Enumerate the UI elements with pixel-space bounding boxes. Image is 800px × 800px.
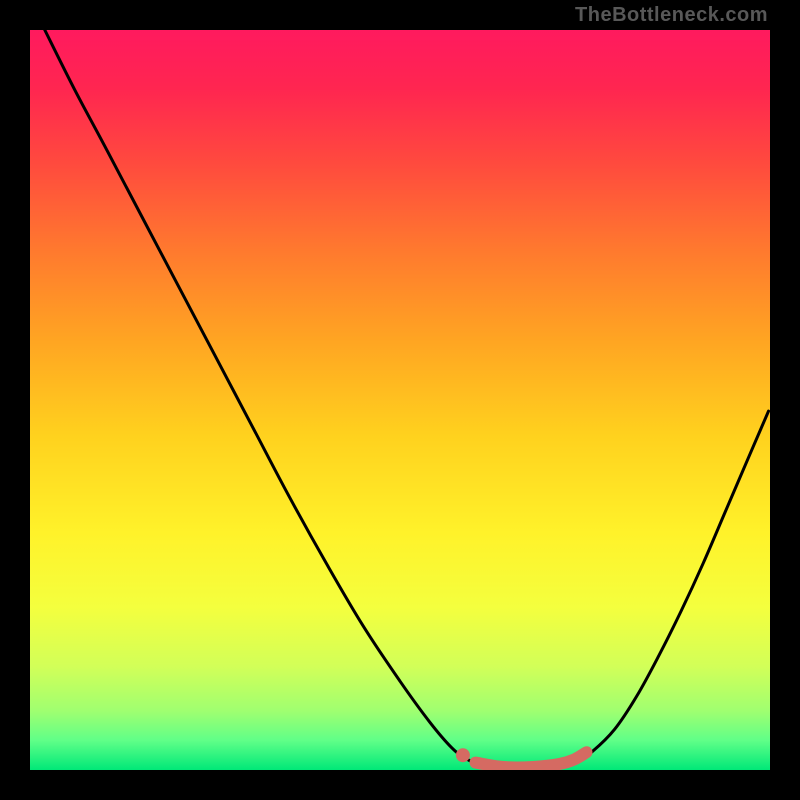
gradient-background	[30, 30, 770, 770]
plot-area	[30, 30, 770, 770]
chart-container: TheBottleneck.com	[0, 0, 800, 800]
watermark-text: TheBottleneck.com	[575, 4, 768, 27]
